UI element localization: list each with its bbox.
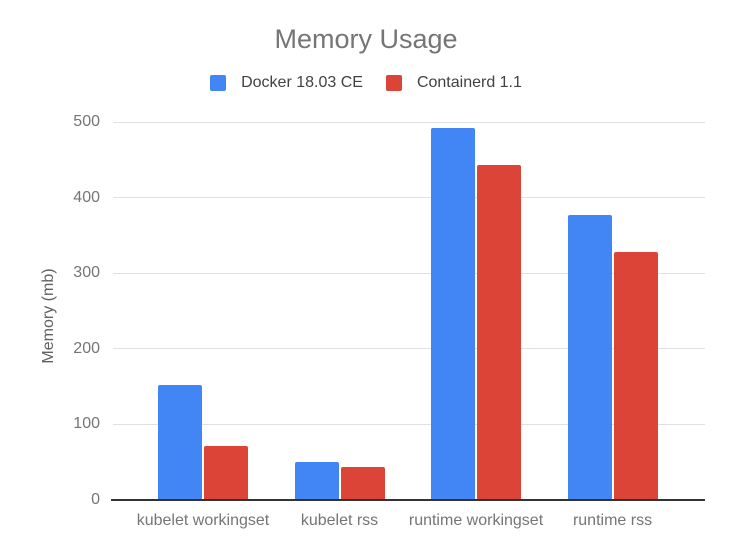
x-axis-line	[111, 499, 705, 501]
legend: Docker 18.03 CE Containerd 1.1	[0, 74, 732, 92]
legend-label: Docker 18.03 CE	[241, 74, 363, 91]
gridline-300	[113, 272, 705, 274]
bar-docker-1	[294, 462, 339, 500]
bar-docker-2	[431, 128, 475, 500]
legend-swatch-containerd	[385, 75, 402, 91]
gridline-500	[113, 121, 705, 123]
legend-label: Containerd 1.1	[416, 74, 522, 91]
x-axis-label-0: kubelet workingset	[136, 512, 270, 529]
y-tick-label-300: 300	[73, 264, 100, 282]
y-tick-label-500: 500	[73, 113, 100, 130]
bar-containerd-2	[477, 165, 521, 500]
x-axis-label-2: runtime workingset	[408, 512, 544, 529]
y-tick-label-100: 100	[73, 415, 100, 433]
x-axis-label-3: runtime rss	[572, 512, 653, 529]
bar-containerd-3	[613, 252, 658, 500]
legend-item: Docker 18.03 CE	[210, 74, 363, 92]
legend-swatch-docker	[210, 75, 227, 91]
bar-docker-3	[567, 214, 612, 500]
y-tick-label-0: 0	[91, 491, 100, 508]
y-tick-label-400: 400	[73, 188, 100, 206]
y-tick-label-200: 200	[73, 339, 100, 357]
gridline-100	[113, 423, 705, 425]
chart-title: Memory Usage	[274, 24, 458, 54]
gridline-200	[113, 348, 705, 350]
bar-docker-0	[158, 385, 202, 500]
legend-item: Containerd 1.1	[385, 74, 522, 92]
x-axis-label-1: kubelet rss	[300, 512, 379, 529]
y-axis-title: Memory (mb)	[40, 268, 57, 364]
bar-containerd-0	[204, 445, 248, 500]
bar-containerd-1	[340, 467, 385, 500]
gridline-400	[113, 197, 705, 199]
